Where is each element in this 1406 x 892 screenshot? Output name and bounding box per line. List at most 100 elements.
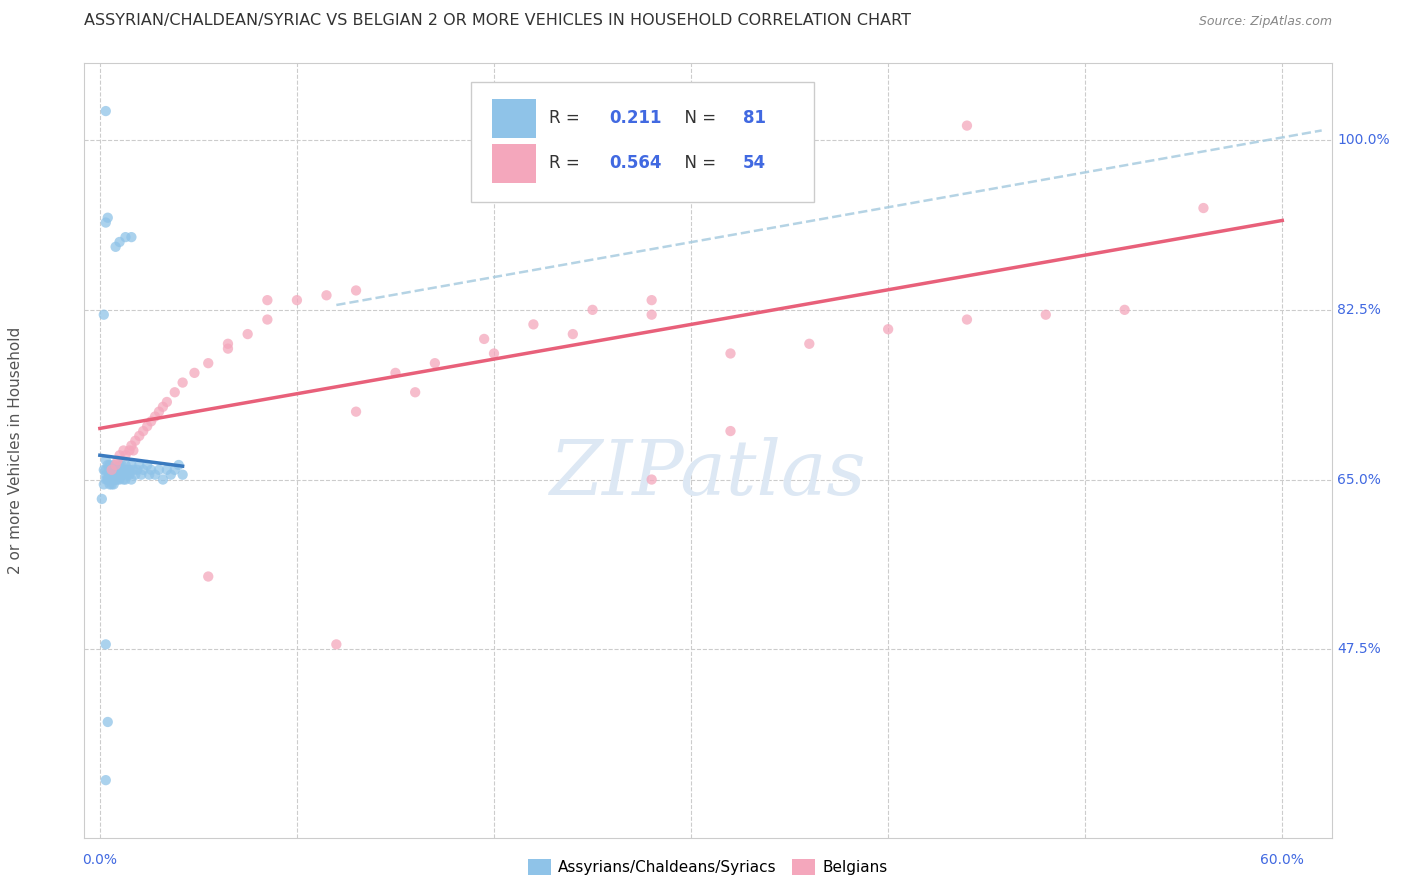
Point: [482, 346, 505, 360]
Text: ZIPatlas: ZIPatlas: [550, 437, 866, 511]
Point: [152, 400, 174, 414]
Point: [163, 385, 186, 400]
Point: [94, 467, 117, 482]
Point: [217, 336, 239, 351]
Point: [172, 467, 194, 482]
Point: [107, 467, 129, 482]
Text: 65.0%: 65.0%: [1337, 473, 1381, 486]
Point: [107, 463, 129, 477]
Point: [112, 443, 135, 458]
Text: 60.0%: 60.0%: [1260, 853, 1305, 867]
Point: [104, 467, 127, 482]
Text: 0.0%: 0.0%: [83, 853, 117, 867]
Point: [128, 458, 150, 472]
Point: [98, 467, 121, 482]
Point: [120, 473, 142, 487]
Point: [172, 376, 194, 390]
Point: [1114, 302, 1136, 317]
Point: [522, 318, 544, 332]
Point: [103, 463, 125, 477]
Point: [104, 467, 127, 482]
Point: [423, 356, 446, 370]
Point: [104, 458, 127, 472]
Text: 0.211: 0.211: [609, 110, 662, 128]
Point: [97, 473, 120, 487]
Text: 2 or more Vehicles in Household: 2 or more Vehicles in Household: [8, 326, 22, 574]
Point: [561, 327, 583, 342]
Point: [108, 473, 131, 487]
Point: [90, 491, 112, 506]
Point: [256, 312, 278, 326]
Point: [114, 448, 136, 462]
Point: [1035, 308, 1057, 322]
Point: [956, 119, 979, 133]
Point: [129, 467, 152, 482]
Point: [103, 467, 125, 482]
Point: [132, 424, 155, 438]
Text: 54: 54: [742, 154, 766, 172]
Point: [720, 424, 742, 438]
Point: [100, 477, 122, 491]
Point: [122, 443, 145, 458]
Point: [93, 477, 115, 491]
Point: [640, 308, 662, 322]
Point: [107, 473, 129, 487]
Point: [108, 467, 131, 482]
Text: N =: N =: [673, 110, 721, 128]
Text: 81: 81: [742, 110, 766, 128]
Text: 100.0%: 100.0%: [1337, 133, 1391, 147]
Point: [344, 284, 367, 298]
Point: [94, 637, 117, 651]
Point: [640, 293, 662, 307]
Point: [877, 322, 900, 336]
Point: [108, 463, 131, 477]
Point: [581, 302, 603, 317]
Legend: Assyrians/Chaldeans/Syriacs, Belgians: Assyrians/Chaldeans/Syriacs, Belgians: [522, 853, 894, 881]
Point: [103, 458, 125, 472]
Point: [94, 773, 117, 788]
Point: [197, 569, 219, 583]
Point: [103, 477, 125, 491]
Point: [94, 473, 117, 487]
Point: [236, 327, 259, 342]
Point: [384, 366, 406, 380]
Point: [108, 458, 131, 472]
Point: [98, 467, 121, 482]
Point: [120, 439, 142, 453]
Point: [1192, 201, 1215, 215]
Point: [256, 293, 278, 307]
Point: [315, 288, 337, 302]
Text: Source: ZipAtlas.com: Source: ZipAtlas.com: [1198, 14, 1331, 28]
Point: [956, 312, 979, 326]
Point: [183, 366, 205, 380]
Point: [404, 385, 426, 400]
Point: [114, 473, 136, 487]
Point: [720, 119, 742, 133]
Point: [139, 463, 162, 477]
Point: [148, 405, 170, 419]
Text: N =: N =: [673, 154, 721, 172]
Point: [128, 429, 150, 443]
Point: [136, 419, 159, 434]
Point: [107, 453, 129, 467]
Point: [217, 342, 239, 356]
Point: [98, 477, 121, 491]
Text: 0.564: 0.564: [609, 154, 662, 172]
Bar: [492, 99, 536, 138]
Point: [720, 346, 742, 360]
Point: [118, 467, 141, 482]
Point: [112, 473, 135, 487]
Point: [136, 458, 159, 472]
Point: [472, 332, 495, 346]
Text: R =: R =: [550, 154, 585, 172]
Point: [112, 467, 135, 482]
Point: [152, 473, 174, 487]
Point: [104, 240, 127, 254]
Point: [114, 230, 136, 244]
Point: [100, 467, 122, 482]
Point: [97, 473, 120, 487]
Point: [104, 473, 127, 487]
Text: ASSYRIAN/CHALDEAN/SYRIAC VS BELGIAN 2 OR MORE VEHICLES IN HOUSEHOLD CORRELATION : ASSYRIAN/CHALDEAN/SYRIAC VS BELGIAN 2 OR…: [84, 12, 911, 28]
Point: [117, 467, 139, 482]
Point: [97, 211, 120, 225]
